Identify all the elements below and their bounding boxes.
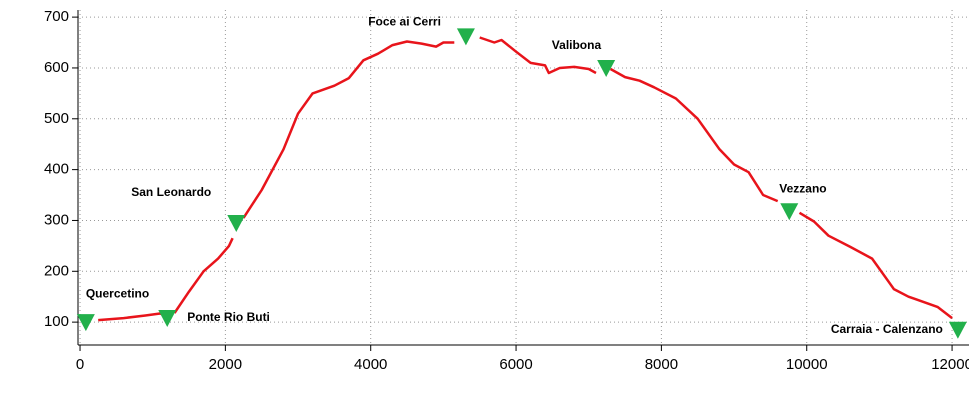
waypoint-marker <box>76 314 95 332</box>
y-tick-label: 700 <box>44 8 69 25</box>
x-tick-label: 4000 <box>354 356 387 373</box>
x-tick-label: 10000 <box>786 356 828 373</box>
waypoint-marker <box>780 203 799 221</box>
y-tick-label: 300 <box>44 211 69 228</box>
waypoint-marker <box>597 59 616 77</box>
waypoint-label: Ponte Rio Buti <box>187 310 270 324</box>
waypoint-label: Carraia - Calenzano <box>831 322 943 336</box>
waypoint-label: San Leonardo <box>131 185 211 199</box>
waypoint-marker <box>948 321 967 339</box>
waypoint-marker <box>158 310 177 328</box>
y-tick-label: 200 <box>44 262 69 279</box>
y-tick-label: 500 <box>44 110 69 127</box>
x-tick-label: 2000 <box>209 356 242 373</box>
x-tick-label: 0 <box>76 356 84 373</box>
x-tick-label: 8000 <box>645 356 678 373</box>
waypoint-label: Quercetino <box>86 286 149 300</box>
waypoint-label: Vezzano <box>779 181 826 195</box>
elevation-line <box>98 36 953 322</box>
x-tick-label: 12000 <box>931 356 969 373</box>
waypoint-marker <box>456 28 475 46</box>
waypoint-marker <box>227 214 246 232</box>
y-tick-label: 600 <box>44 59 69 76</box>
y-tick-label: 400 <box>44 161 69 178</box>
y-tick-label: 100 <box>44 313 69 330</box>
waypoint-label: Valibona <box>552 38 602 52</box>
x-tick-label: 6000 <box>499 356 532 373</box>
waypoint-label: Foce ai Cerri <box>368 15 441 29</box>
